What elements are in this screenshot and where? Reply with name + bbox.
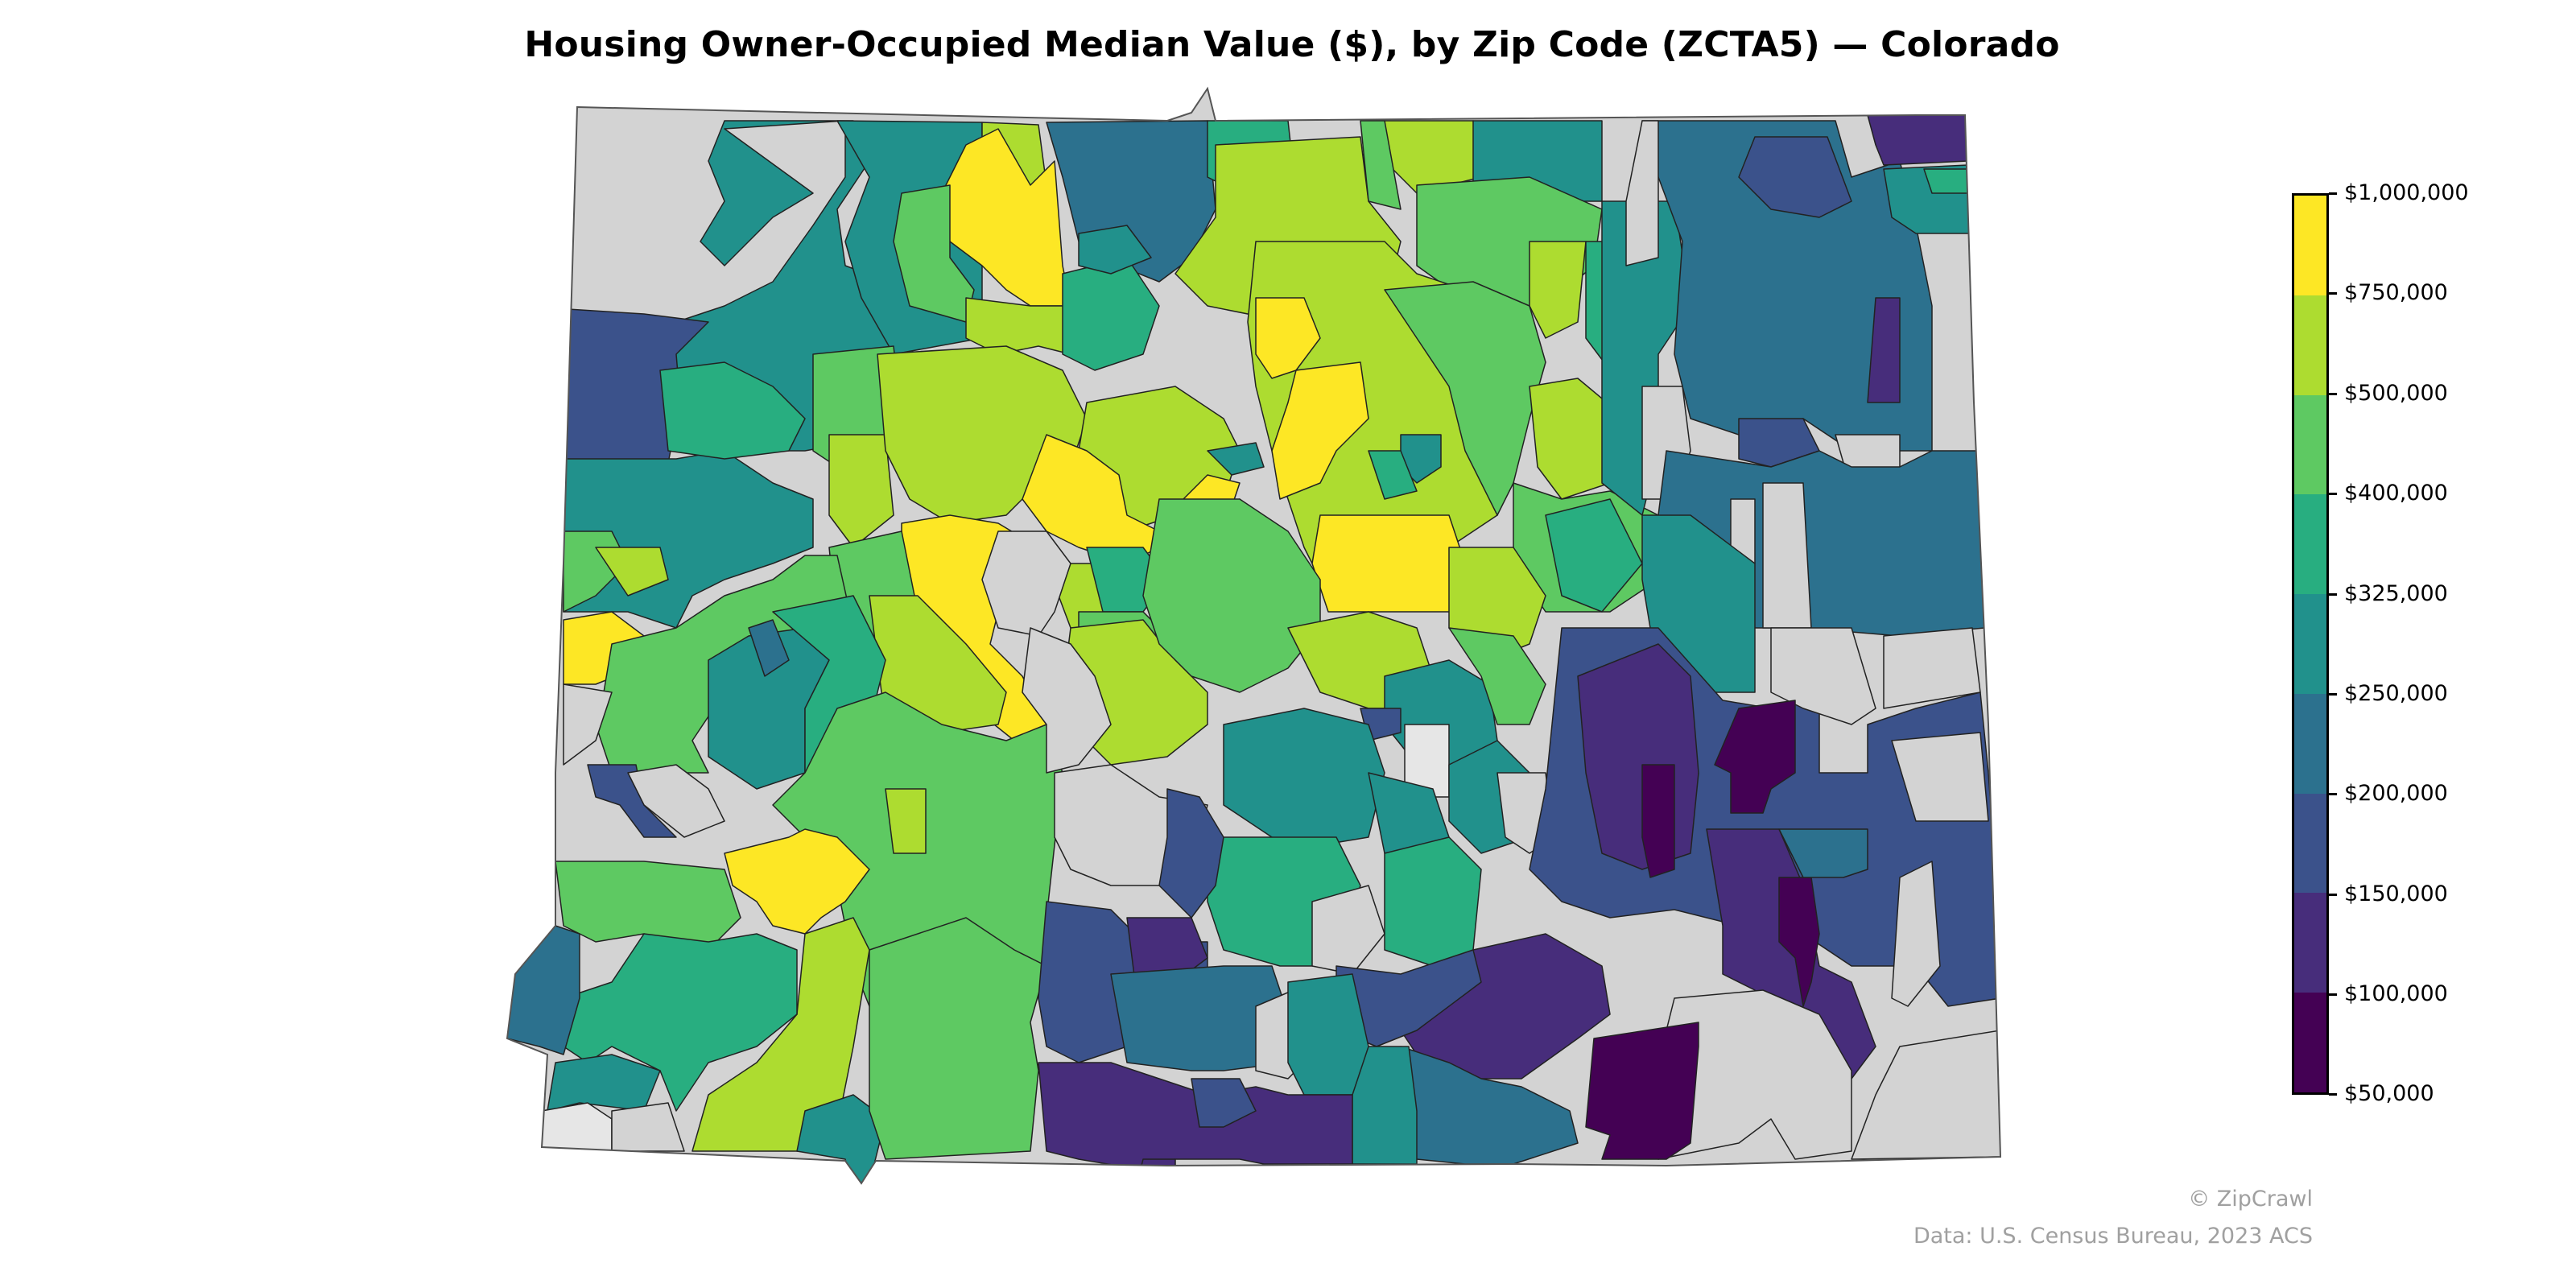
colorbar-tick [2329, 192, 2337, 195]
colorbar-bin-500k-750k [2294, 295, 2326, 395]
colorbar-bin-150k-200k [2294, 793, 2326, 894]
zip-region-e-nodata [1762, 482, 1812, 629]
zip-region-c-nodata [1022, 627, 1112, 774]
colorbar-tick [2329, 292, 2337, 295]
zip-region-nc-lime-2 [965, 297, 1071, 355]
zip-region-ne-navy [1738, 136, 1852, 218]
zip-region-se-teal [1778, 828, 1868, 878]
colorbar-tick [2329, 993, 2337, 996]
zip-region-c-blue [1158, 788, 1224, 919]
colorbar-tick-label: $50,000 [2344, 1081, 2434, 1106]
zip-region-slv-navy-2 [1191, 1078, 1257, 1128]
zip-region-ne-aqua [1923, 168, 1969, 194]
zip-region-se-darkpurple-3 [1778, 877, 1820, 1007]
brand-credit: © ZipCrawl [2188, 1187, 2313, 1212]
colorado-state-outline [506, 86, 2002, 1185]
colorbar-tick [2329, 1093, 2337, 1096]
zip-region-sw-teal-2 [796, 1094, 886, 1183]
zip-region-cs-green [1448, 627, 1546, 725]
colorbar-tick-label: $400,000 [2344, 481, 2448, 506]
colorbar-tick-label: $1,000,000 [2344, 180, 2469, 205]
colorbar-bin-750k-1m [2294, 196, 2326, 295]
colorbar-tick-label: $325,000 [2344, 581, 2448, 606]
colorbar-bin-50k-100k [2294, 993, 2326, 1093]
zip-region-w-blue-sm [748, 619, 790, 677]
colorbar-tick-label: $500,000 [2344, 381, 2448, 406]
colorbar [2292, 193, 2329, 1095]
colorbar-bin-325k-400k [2294, 494, 2326, 595]
zip-region-fr-teal-core-2 [1207, 442, 1265, 476]
zip-region-fr-aqua-e [1545, 498, 1643, 613]
zip-region-se-nodata-4 [1891, 861, 1941, 1007]
zip-region-w-lime [595, 547, 669, 597]
zip-region-mtn-nodata [981, 530, 1071, 637]
zip-region-fr-green-s [1142, 498, 1321, 693]
zip-region-nw-lime [828, 434, 894, 548]
zip-region-se-darkpurple [1714, 700, 1796, 814]
colorbar-tick [2329, 793, 2337, 795]
zip-region-sw-yellow [724, 828, 870, 935]
zip-region-sw-blue [507, 925, 580, 1055]
zip-region-fr-yellow-3 [1311, 514, 1466, 613]
zip-region-n-lime-3 [1529, 241, 1587, 339]
zip-region-sc-green [869, 917, 1047, 1160]
colorbar-tick-label: $100,000 [2344, 981, 2448, 1006]
colorbar-tick-label: $200,000 [2344, 781, 2448, 806]
zip-region-ne-purple [1867, 114, 1969, 166]
zip-region-w-nodata-2 [627, 764, 725, 838]
zip-region-ne-purple-2 [1867, 297, 1901, 403]
zip-region-ne-nodata [1625, 120, 1659, 266]
zip-region-se-nodata-2 [1883, 627, 1981, 709]
zip-region-w-nodata [563, 683, 613, 766]
zip-region-sw-nodata-2 [611, 1102, 685, 1152]
zip-region-se-darkpurple-2 [1641, 764, 1675, 878]
colorbar-tick [2329, 393, 2337, 395]
zip-region-c-teal [1223, 708, 1385, 846]
colorbar-bin-250k-325k [2294, 594, 2326, 694]
colorbar-tick [2329, 693, 2337, 696]
zip-region-fr-aqua-core [1368, 450, 1418, 500]
zip-region-c-lime [885, 788, 927, 854]
colorbar-tick-label: $150,000 [2344, 881, 2448, 906]
colorbar-bin-100k-150k [2294, 893, 2326, 993]
zip-region-se-darkpurple-4 [1585, 1022, 1699, 1160]
colorbar-bin-400k-500k [2294, 394, 2326, 495]
colorbar-bin-200k-250k [2294, 693, 2326, 794]
zip-region-c-nodata-3 [1311, 885, 1385, 975]
zip-region-slv-teal [1287, 973, 1369, 1096]
zip-region-se-nodata [1770, 627, 1876, 725]
zip-region-nc-teal-sm [1078, 225, 1152, 275]
colorbar-tick-label: $750,000 [2344, 280, 2448, 305]
colorbar-tick [2329, 894, 2337, 896]
zip-region-nw-aqua [659, 361, 806, 460]
zip-region-n-green [1360, 120, 1402, 210]
zip-region-c-aqua-2 [1384, 836, 1482, 967]
colorbar-tick [2329, 593, 2337, 596]
colorbar-tick [2329, 493, 2337, 495]
data-source-credit: Data: U.S. Census Bureau, 2023 ACS [1913, 1224, 2313, 1249]
zip-region-se-nodata-3 [1891, 732, 1989, 822]
zip-region-fr-yellow-2 [1271, 361, 1369, 500]
chart-title: Housing Owner-Occupied Median Value ($),… [524, 24, 2060, 65]
colorbar-tick-label: $250,000 [2344, 681, 2448, 706]
